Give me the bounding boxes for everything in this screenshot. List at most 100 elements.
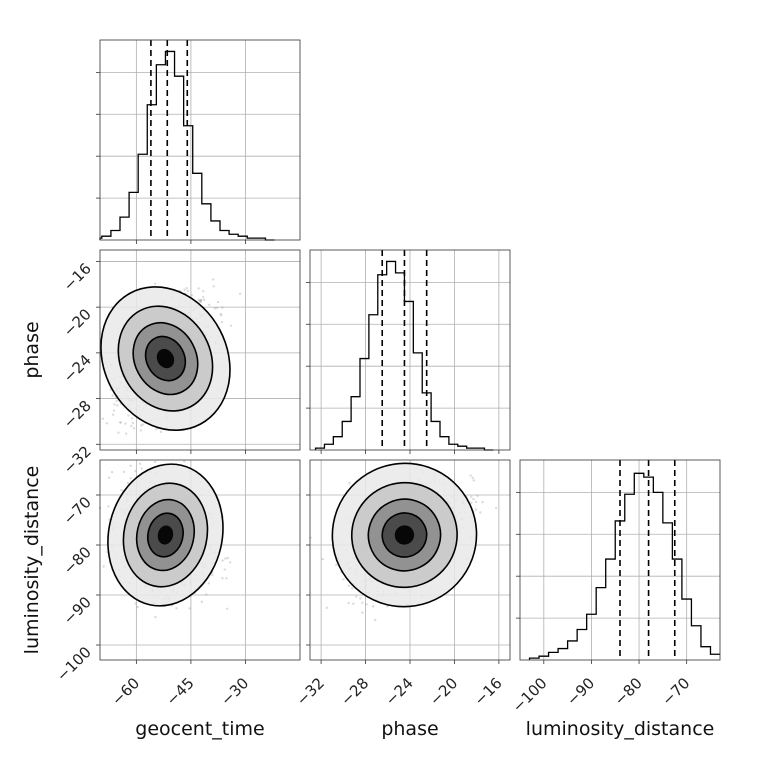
scatter-point: [107, 476, 111, 479]
scatter-point: [129, 464, 132, 467]
scatter-point: [101, 417, 105, 420]
x-tick-label: −28: [337, 674, 372, 709]
scatter-point: [202, 298, 206, 302]
scatter-point: [111, 394, 114, 397]
scatter-point: [159, 430, 163, 434]
y-tick-label: −80: [60, 543, 95, 578]
scatter-point: [207, 582, 211, 585]
scatter-point: [155, 427, 158, 431]
scatter-point: [202, 290, 205, 293]
joint-geocent_time-luminosity_distance: −60 −45 −30 −100 −90 −80 −70: [53, 459, 301, 709]
scatter-point: [119, 421, 122, 424]
scatter-point: [220, 320, 224, 324]
scatter-point: [116, 404, 119, 407]
scatter-point: [132, 427, 136, 430]
scatter-point: [200, 600, 204, 604]
scatter-point: [469, 474, 472, 477]
scatter-point: [199, 299, 203, 302]
x-tick-label: −45: [163, 674, 198, 709]
scatter-point: [371, 605, 375, 608]
scatter-point: [479, 511, 482, 514]
scatter-point: [140, 424, 143, 427]
scatter-point: [476, 494, 479, 498]
x-tick-label: −24: [382, 674, 417, 709]
scatter-point: [347, 584, 350, 587]
scatter-point: [199, 300, 203, 304]
scatter-point: [321, 557, 324, 561]
scatter-point: [107, 505, 110, 508]
scatter-point: [115, 399, 118, 403]
scatter-point: [221, 306, 224, 309]
scatter-point: [225, 577, 228, 580]
scatter-point: [130, 417, 134, 420]
scatter-point: [224, 557, 227, 560]
scatter-point: [221, 559, 224, 562]
scatter-point: [198, 299, 202, 302]
y-tick-label: −70: [60, 493, 95, 528]
scatter-point: [188, 607, 191, 610]
x-tick-label: −100: [509, 674, 551, 716]
joint-phase-luminosity_distance: −32 −28 −24 −20 −16: [293, 459, 511, 709]
scatter-point: [112, 409, 116, 412]
scatter-point: [136, 605, 139, 609]
scatter-point: [361, 601, 364, 604]
scatter-point: [110, 470, 114, 474]
histogram-step: [99, 50, 275, 241]
scatter-point: [141, 423, 144, 426]
x-tick-label: −80: [611, 674, 646, 709]
scatter-point: [472, 497, 475, 501]
scatter-point: [122, 470, 126, 474]
scatter-point: [223, 568, 226, 571]
scatter-point: [474, 500, 478, 504]
scatter-point: [199, 298, 203, 302]
contour-line: [122, 482, 209, 588]
axes-frame: [99, 249, 301, 451]
axes-frame: [99, 459, 301, 661]
scatter-point: [183, 460, 186, 463]
scatter-point: [119, 421, 122, 424]
scatter-point: [127, 414, 130, 417]
scatter-point: [365, 603, 368, 606]
scatter-point: [134, 602, 137, 605]
scatter-point: [347, 601, 350, 605]
scatter-point: [175, 607, 178, 610]
axes-frame: [309, 249, 511, 451]
scatter-point: [117, 431, 120, 434]
scatter-point: [102, 565, 105, 568]
scatter-point: [219, 312, 222, 316]
x-tick-label: −70: [658, 674, 693, 709]
x-tick-label: −90: [563, 674, 598, 709]
axes-frame: [519, 459, 721, 661]
panels: −100 −90 −80 −70 −32 −28 −24 −20 −16 −60 −45 −30 −10…: [53, 39, 721, 716]
y-tick-label: −16: [60, 260, 95, 295]
scatter-point: [238, 292, 242, 295]
scatter-point: [199, 300, 202, 303]
scatter-point: [359, 597, 362, 600]
x-tick-label: −30: [217, 674, 252, 709]
scatter-point: [139, 429, 143, 432]
scatter-point: [183, 288, 186, 292]
scatter-point: [113, 403, 116, 406]
histogram-step: [314, 260, 494, 451]
xlabel-luminosity-distance: luminosity_distance: [526, 718, 715, 740]
density-level: [157, 525, 174, 545]
scatter-point: [202, 295, 205, 299]
scatter-point: [211, 573, 214, 577]
scatter-point: [207, 303, 211, 306]
scatter-point: [229, 324, 233, 327]
scatter-point: [111, 413, 115, 416]
scatter-point: [134, 470, 137, 473]
contour-line: [132, 321, 199, 396]
scatter-point: [335, 563, 338, 567]
ylabel-phase: phase: [21, 321, 43, 378]
contour-line: [381, 512, 428, 558]
contour-line: [367, 498, 442, 572]
scatter-point: [212, 285, 215, 288]
scatter-point: [154, 615, 157, 619]
contour-line: [100, 286, 231, 432]
contour-line: [146, 512, 184, 558]
contour-line: [350, 481, 458, 589]
scatter-point: [348, 481, 351, 485]
contour-line: [135, 498, 196, 572]
